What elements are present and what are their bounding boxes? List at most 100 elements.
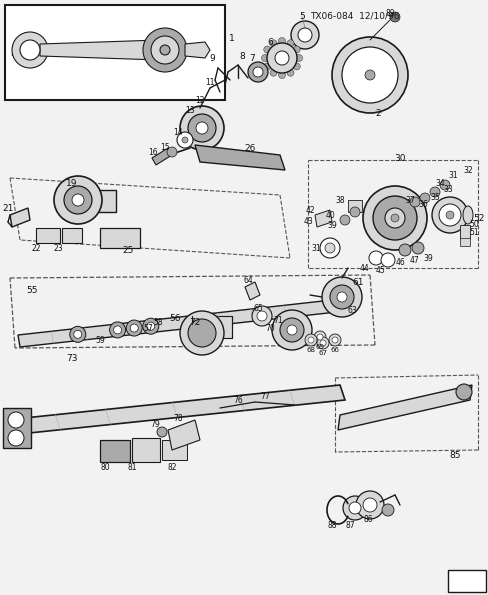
Circle shape [297, 28, 311, 42]
Text: 5: 5 [299, 11, 304, 20]
Text: 14: 14 [173, 127, 183, 136]
Circle shape [261, 55, 268, 61]
Text: 85: 85 [448, 450, 460, 459]
Polygon shape [10, 208, 30, 227]
Text: 64: 64 [243, 275, 252, 284]
Text: 82: 82 [167, 462, 176, 471]
Text: 79: 79 [150, 419, 160, 428]
Circle shape [74, 330, 81, 339]
Text: 77: 77 [260, 392, 269, 400]
Text: 22: 22 [31, 243, 41, 252]
Circle shape [307, 337, 313, 343]
Circle shape [251, 306, 271, 326]
Circle shape [278, 71, 285, 79]
Circle shape [390, 214, 398, 222]
Text: 67: 67 [318, 350, 327, 356]
Circle shape [319, 340, 325, 346]
Text: 2: 2 [374, 108, 380, 117]
Text: 31: 31 [310, 243, 320, 252]
Bar [459, 238, 469, 246]
Circle shape [293, 63, 300, 70]
Circle shape [151, 36, 179, 64]
Text: 51: 51 [468, 227, 478, 236]
Circle shape [380, 253, 394, 267]
Circle shape [54, 176, 102, 224]
Bar [447, 570, 485, 592]
Text: 6: 6 [266, 37, 272, 46]
Text: TX06-084  12/10/96: TX06-084 12/10/96 [309, 11, 399, 20]
Circle shape [329, 285, 353, 309]
Polygon shape [168, 420, 200, 450]
Circle shape [109, 322, 125, 338]
Circle shape [336, 292, 346, 302]
Text: 73: 73 [66, 353, 78, 362]
Circle shape [130, 324, 138, 332]
Text: 35: 35 [429, 193, 439, 202]
Circle shape [290, 21, 318, 49]
Circle shape [321, 277, 361, 317]
Circle shape [364, 70, 374, 80]
Polygon shape [337, 385, 471, 430]
Circle shape [431, 197, 467, 233]
Text: 26: 26 [244, 143, 255, 152]
Text: 37: 37 [404, 196, 414, 205]
Circle shape [286, 325, 296, 335]
Text: 46: 46 [394, 258, 404, 267]
Text: 89: 89 [385, 8, 394, 17]
Circle shape [319, 238, 339, 258]
Circle shape [187, 114, 216, 142]
Polygon shape [40, 40, 164, 60]
Bar [62, 228, 82, 243]
Bar [100, 440, 130, 462]
Text: 70: 70 [264, 324, 274, 333]
Polygon shape [244, 282, 260, 300]
Text: 76: 76 [233, 396, 243, 405]
Text: 80: 80 [100, 462, 110, 471]
Circle shape [429, 187, 439, 197]
Circle shape [126, 320, 142, 336]
Circle shape [257, 311, 266, 321]
Bar [78, 190, 116, 212]
Circle shape [187, 319, 216, 347]
Circle shape [20, 40, 40, 60]
Text: 21: 21 [2, 203, 14, 212]
Circle shape [331, 37, 407, 113]
Text: 87: 87 [345, 521, 354, 530]
Circle shape [313, 331, 325, 343]
Text: 58: 58 [153, 318, 163, 327]
Text: 23: 23 [53, 243, 62, 252]
Polygon shape [18, 298, 354, 347]
Polygon shape [314, 210, 331, 227]
Circle shape [348, 502, 360, 514]
Circle shape [455, 384, 471, 400]
Text: 56: 56 [169, 314, 181, 322]
Text: 11: 11 [205, 77, 214, 86]
Circle shape [339, 215, 349, 225]
Polygon shape [5, 385, 345, 435]
Circle shape [142, 28, 186, 72]
Text: 25: 25 [122, 246, 133, 255]
Text: 78: 78 [173, 414, 183, 422]
Circle shape [271, 310, 311, 350]
Circle shape [316, 334, 323, 340]
Circle shape [113, 326, 122, 334]
Circle shape [286, 40, 293, 47]
Circle shape [331, 337, 337, 343]
Text: 31: 31 [447, 171, 457, 180]
Text: 1: 1 [229, 33, 234, 42]
Text: 55: 55 [26, 286, 38, 295]
Circle shape [384, 208, 404, 228]
Text: 57: 57 [143, 324, 153, 333]
Circle shape [325, 243, 334, 253]
Circle shape [286, 69, 293, 76]
Circle shape [280, 318, 304, 342]
Circle shape [142, 318, 159, 334]
Circle shape [409, 197, 419, 207]
Circle shape [12, 32, 48, 68]
Circle shape [8, 430, 24, 446]
Text: 72: 72 [189, 318, 200, 327]
Circle shape [263, 46, 270, 53]
Circle shape [263, 63, 270, 70]
Circle shape [349, 207, 359, 217]
Circle shape [295, 55, 302, 61]
